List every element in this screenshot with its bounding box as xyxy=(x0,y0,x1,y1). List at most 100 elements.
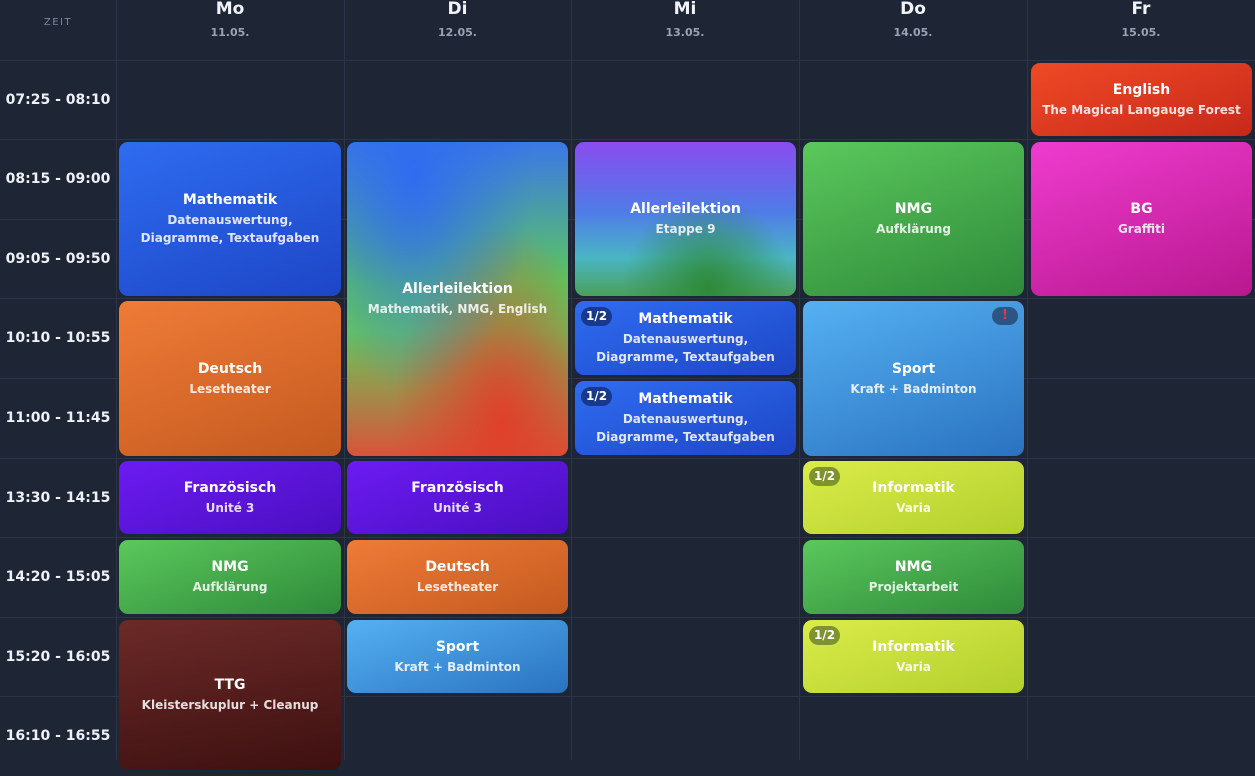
lesson-card[interactable]: 1/2 Informatik Varia xyxy=(803,461,1024,534)
time-slot-label: 11:00 - 11:45 xyxy=(5,410,111,426)
lesson-subject: Allerleilektion xyxy=(402,281,513,297)
lesson-subject: TTG xyxy=(214,677,246,693)
grid-line xyxy=(1027,0,1028,760)
lesson-card[interactable]: Allerleilektion Etappe 9 xyxy=(575,142,796,296)
grid-line xyxy=(799,0,800,760)
grid-line xyxy=(0,378,1255,379)
day-header-do[interactable]: Do 14.05. xyxy=(799,0,1027,60)
split-badge: 1/2 xyxy=(809,626,841,645)
alert-icon[interactable]: ! xyxy=(992,307,1018,325)
day-header-di[interactable]: Di 12.05. xyxy=(344,0,571,60)
time-slot-label: 08:15 - 09:00 xyxy=(5,171,111,187)
grid-line xyxy=(0,298,1255,299)
grid-line xyxy=(116,0,117,760)
lesson-topic: Varia xyxy=(896,659,931,674)
day-name: Mo xyxy=(215,0,245,19)
lesson-subject: Informatik xyxy=(872,479,955,496)
time-slot-label: 14:20 - 15:05 xyxy=(5,569,111,585)
time-slot-label: 09:05 - 09:50 xyxy=(5,251,111,267)
lesson-card[interactable]: 1/2 Mathematik Datenauswertung, Diagramm… xyxy=(575,381,796,455)
day-date: 11.05. xyxy=(210,26,250,39)
lesson-card[interactable]: Französisch Unité 3 xyxy=(347,461,568,534)
lesson-card[interactable]: Deutsch Lesetheater xyxy=(347,540,568,614)
grid-line xyxy=(0,60,1255,61)
lesson-card[interactable]: 1/2 Mathematik Datenauswertung, Diagramm… xyxy=(575,301,796,375)
lesson-subject: Allerleilektion xyxy=(630,201,741,217)
lesson-topic: Kraft + Badminton xyxy=(850,381,977,396)
lesson-topic: Kleisterskuplur + Cleanup xyxy=(141,698,319,712)
split-badge: 1/2 xyxy=(581,387,613,406)
lesson-card[interactable]: Mathematik Datenauswertung, Diagramme, T… xyxy=(119,142,341,296)
lesson-subject: Deutsch xyxy=(197,360,263,377)
lesson-topic: Datenauswertung, Diagramme, Textaufgaben xyxy=(596,332,775,364)
split-badge: 1/2 xyxy=(581,307,613,326)
day-date: 14.05. xyxy=(893,26,933,39)
time-slot-label: 10:10 - 10:55 xyxy=(5,330,111,346)
lesson-card[interactable]: ! Sport Kraft + Badminton xyxy=(803,301,1024,456)
grid-line xyxy=(0,458,1255,459)
split-badge: 1/2 xyxy=(809,467,841,486)
grid-line xyxy=(0,696,1255,697)
grid-line xyxy=(571,0,572,760)
lesson-card[interactable]: Französisch Unité 3 xyxy=(119,461,341,534)
lesson-card[interactable]: 1/2 Informatik Varia xyxy=(803,620,1024,693)
lesson-topic: Mathematik, NMG, English xyxy=(367,302,548,316)
day-name: Do xyxy=(900,0,926,19)
day-date: 13.05. xyxy=(665,26,705,39)
lesson-subject: Informatik xyxy=(872,638,955,655)
lesson-topic: Aufklärung xyxy=(192,580,268,594)
lesson-subject: NMG xyxy=(211,559,249,575)
lesson-card[interactable]: BG Graffiti xyxy=(1031,142,1252,296)
time-slot-label: 07:25 - 08:10 xyxy=(5,92,111,108)
time-slot-label: 13:30 - 14:15 xyxy=(5,490,111,506)
day-date: 12.05. xyxy=(438,26,477,39)
lesson-subject: Sport xyxy=(435,638,480,655)
grid-line xyxy=(0,537,1255,538)
grid-line xyxy=(0,617,1255,618)
day-header-mo[interactable]: Mo 11.05. xyxy=(116,0,344,60)
time-slot-label: 16:10 - 16:55 xyxy=(5,728,111,744)
lesson-subject: Mathematik xyxy=(638,391,733,407)
lesson-topic: Unité 3 xyxy=(205,500,255,515)
day-header-mi[interactable]: Mi 13.05. xyxy=(571,0,799,60)
time-column-header: ZEIT xyxy=(43,16,73,28)
grid-line xyxy=(0,139,1255,140)
lesson-topic: Etappe 9 xyxy=(655,222,716,236)
lesson-topic: Varia xyxy=(896,500,931,515)
lesson-subject: BG xyxy=(1130,201,1153,217)
lesson-card[interactable]: TTG Kleisterskuplur + Cleanup xyxy=(119,620,341,770)
lesson-topic: Lesetheater xyxy=(416,580,499,594)
lesson-subject: English xyxy=(1112,81,1171,98)
lesson-topic: Unité 3 xyxy=(433,500,482,515)
lesson-topic: Aufklärung xyxy=(876,222,951,236)
lesson-subject: Französisch xyxy=(183,479,277,496)
lesson-subject: NMG xyxy=(894,201,933,217)
lesson-subject: Französisch xyxy=(411,479,504,496)
day-header-fr[interactable]: Fr 15.05. xyxy=(1027,0,1255,60)
lesson-topic: Datenauswertung, Diagramme, Textaufgaben xyxy=(140,213,320,245)
grid-line xyxy=(344,0,345,760)
lesson-topic: Graffiti xyxy=(1117,222,1166,236)
lesson-subject: Sport xyxy=(891,360,936,377)
day-name: Mi xyxy=(673,0,697,19)
lesson-card[interactable]: NMG Aufklärung xyxy=(803,142,1024,296)
lesson-topic: Datenauswertung, Diagramme, Textaufgaben xyxy=(596,412,775,444)
time-slot-label: 15:20 - 16:05 xyxy=(5,649,111,665)
day-name: Fr xyxy=(1131,0,1151,19)
lesson-topic: Kraft + Badminton xyxy=(394,659,521,674)
lesson-card[interactable]: English The Magical Langauge Forest xyxy=(1031,63,1252,136)
lesson-card[interactable]: NMG Projektarbeit xyxy=(803,540,1024,614)
lesson-topic: Lesetheater xyxy=(189,381,271,396)
lesson-card[interactable]: Deutsch Lesetheater xyxy=(119,301,341,456)
lesson-card[interactable]: Allerleilektion Mathematik, NMG, English xyxy=(347,142,568,456)
lesson-subject: Mathematik xyxy=(182,192,278,208)
day-name: Di xyxy=(447,0,468,19)
day-date: 15.05. xyxy=(1121,26,1161,39)
lesson-subject: NMG xyxy=(894,559,933,575)
lesson-card[interactable]: Sport Kraft + Badminton xyxy=(347,620,568,693)
lesson-subject: Mathematik xyxy=(638,311,733,327)
lesson-subject: Deutsch xyxy=(425,559,490,575)
lesson-card[interactable]: NMG Aufklärung xyxy=(119,540,341,614)
lesson-topic: Projektarbeit xyxy=(868,580,959,594)
